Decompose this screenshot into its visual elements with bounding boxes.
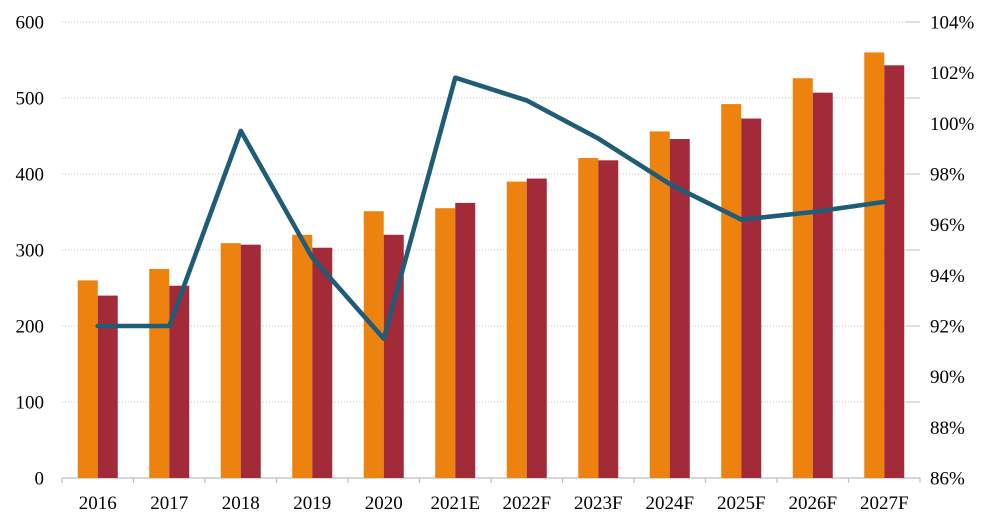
- bar-bar-series-2-2024F: [669, 139, 690, 479]
- y-axis-label-right: 86%: [930, 469, 965, 490]
- y-axis-label-left: 300: [16, 241, 45, 262]
- x-axis-label: 2016: [79, 493, 117, 514]
- x-axis-label: 2019: [293, 493, 331, 514]
- bar-bar-series-1-2027F: [864, 52, 885, 479]
- bar-bar-series-1-2018: [220, 243, 241, 478]
- bar-bar-series-2-2021E: [455, 202, 476, 478]
- x-axis-label: 2024F: [645, 493, 694, 514]
- x-axis-label: 2026F: [788, 493, 837, 514]
- bar-bar-series-1-2026F: [792, 78, 813, 479]
- bar-bar-series-1-2020: [363, 211, 384, 479]
- y-axis-label-left: 500: [16, 89, 45, 110]
- y-axis-label-right: 94%: [930, 266, 965, 287]
- bar-bar-series-2-2027F: [884, 65, 905, 478]
- bar-bar-series-2-2018: [240, 244, 261, 478]
- y-axis-label-left: 100: [16, 393, 45, 414]
- bar-bar-series-2-2017: [169, 285, 190, 478]
- y-axis-label-right: 92%: [930, 317, 965, 338]
- y-axis-label-right: 104%: [930, 13, 975, 34]
- y-axis-label-left: 0: [35, 469, 45, 490]
- y-axis-label-right: 96%: [930, 215, 965, 236]
- x-axis-label: 2018: [222, 493, 260, 514]
- y-axis-label-right: 100%: [930, 114, 975, 135]
- bar-bar-series-2-2019: [312, 247, 333, 478]
- bar-bar-series-1-2017: [149, 269, 170, 478]
- y-axis-label-left: 400: [16, 165, 45, 186]
- bar-bar-series-2-2023F: [598, 160, 619, 478]
- x-axis-label: 2025F: [717, 493, 766, 514]
- bar-bar-series-1-2024F: [649, 131, 670, 478]
- y-axis-label-right: 88%: [930, 418, 965, 439]
- bar-bar-series-1-2022F: [506, 181, 527, 478]
- y-axis-label-right: 98%: [930, 165, 965, 186]
- x-axis-label: 2021E: [430, 493, 480, 514]
- trend-line: [95, 75, 887, 342]
- x-axis-label: 2017: [150, 493, 188, 514]
- bar-bar-series-1-2019: [292, 234, 313, 478]
- bar-bar-series-1-2023F: [578, 158, 599, 479]
- bar-bar-series-2-2026F: [812, 92, 833, 479]
- x-axis-label: 2020: [365, 493, 403, 514]
- bar-bar-series-2-2020: [383, 234, 404, 478]
- x-axis-label: 2022F: [502, 493, 551, 514]
- y-axis-label-right: 90%: [930, 367, 965, 388]
- y-axis-label-right: 102%: [930, 63, 975, 84]
- bar-bar-series-2-2016: [97, 295, 118, 478]
- bar-bar-series-2-2022F: [526, 178, 547, 478]
- bar-bar-series-1-2021E: [435, 208, 456, 478]
- x-axis-label: 2023F: [574, 493, 623, 514]
- x-axis-label: 2027F: [860, 493, 909, 514]
- bar-bar-series-1-2025F: [721, 104, 742, 478]
- y-axis-label-left: 200: [16, 317, 45, 338]
- bar-bar-series-1-2016: [77, 280, 98, 478]
- bar-bar-series-2-2025F: [741, 118, 762, 479]
- y-axis-label-left: 600: [16, 13, 45, 34]
